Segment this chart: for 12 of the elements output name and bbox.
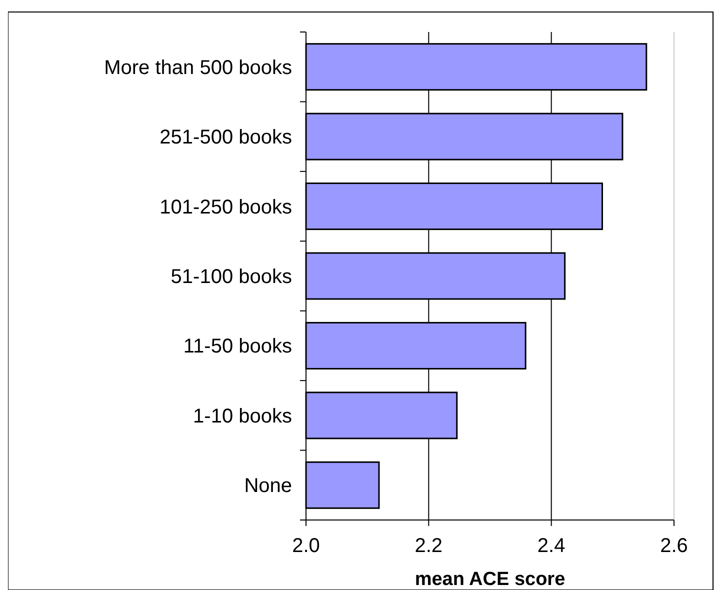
y-tick-label: 251-500 books [160, 126, 292, 149]
y-tick-label: None [244, 475, 292, 498]
x-axis-title: mean ACE score [414, 569, 566, 590]
x-tick-label: 2.2 [414, 535, 443, 557]
x-tick-label: 2.6 [660, 535, 688, 557]
y-tick-label: 101-250 books [160, 196, 292, 218]
x-tick-label: 2.4 [537, 535, 566, 557]
y-tick-label: 11-50 books [183, 336, 292, 358]
y-tick-label: More than 500 books [104, 56, 292, 79]
x-tick-label: 2.0 [292, 535, 320, 557]
y-tick-label: 1-10 books [193, 405, 292, 428]
y-tick-label: 51-100 books [170, 266, 292, 288]
